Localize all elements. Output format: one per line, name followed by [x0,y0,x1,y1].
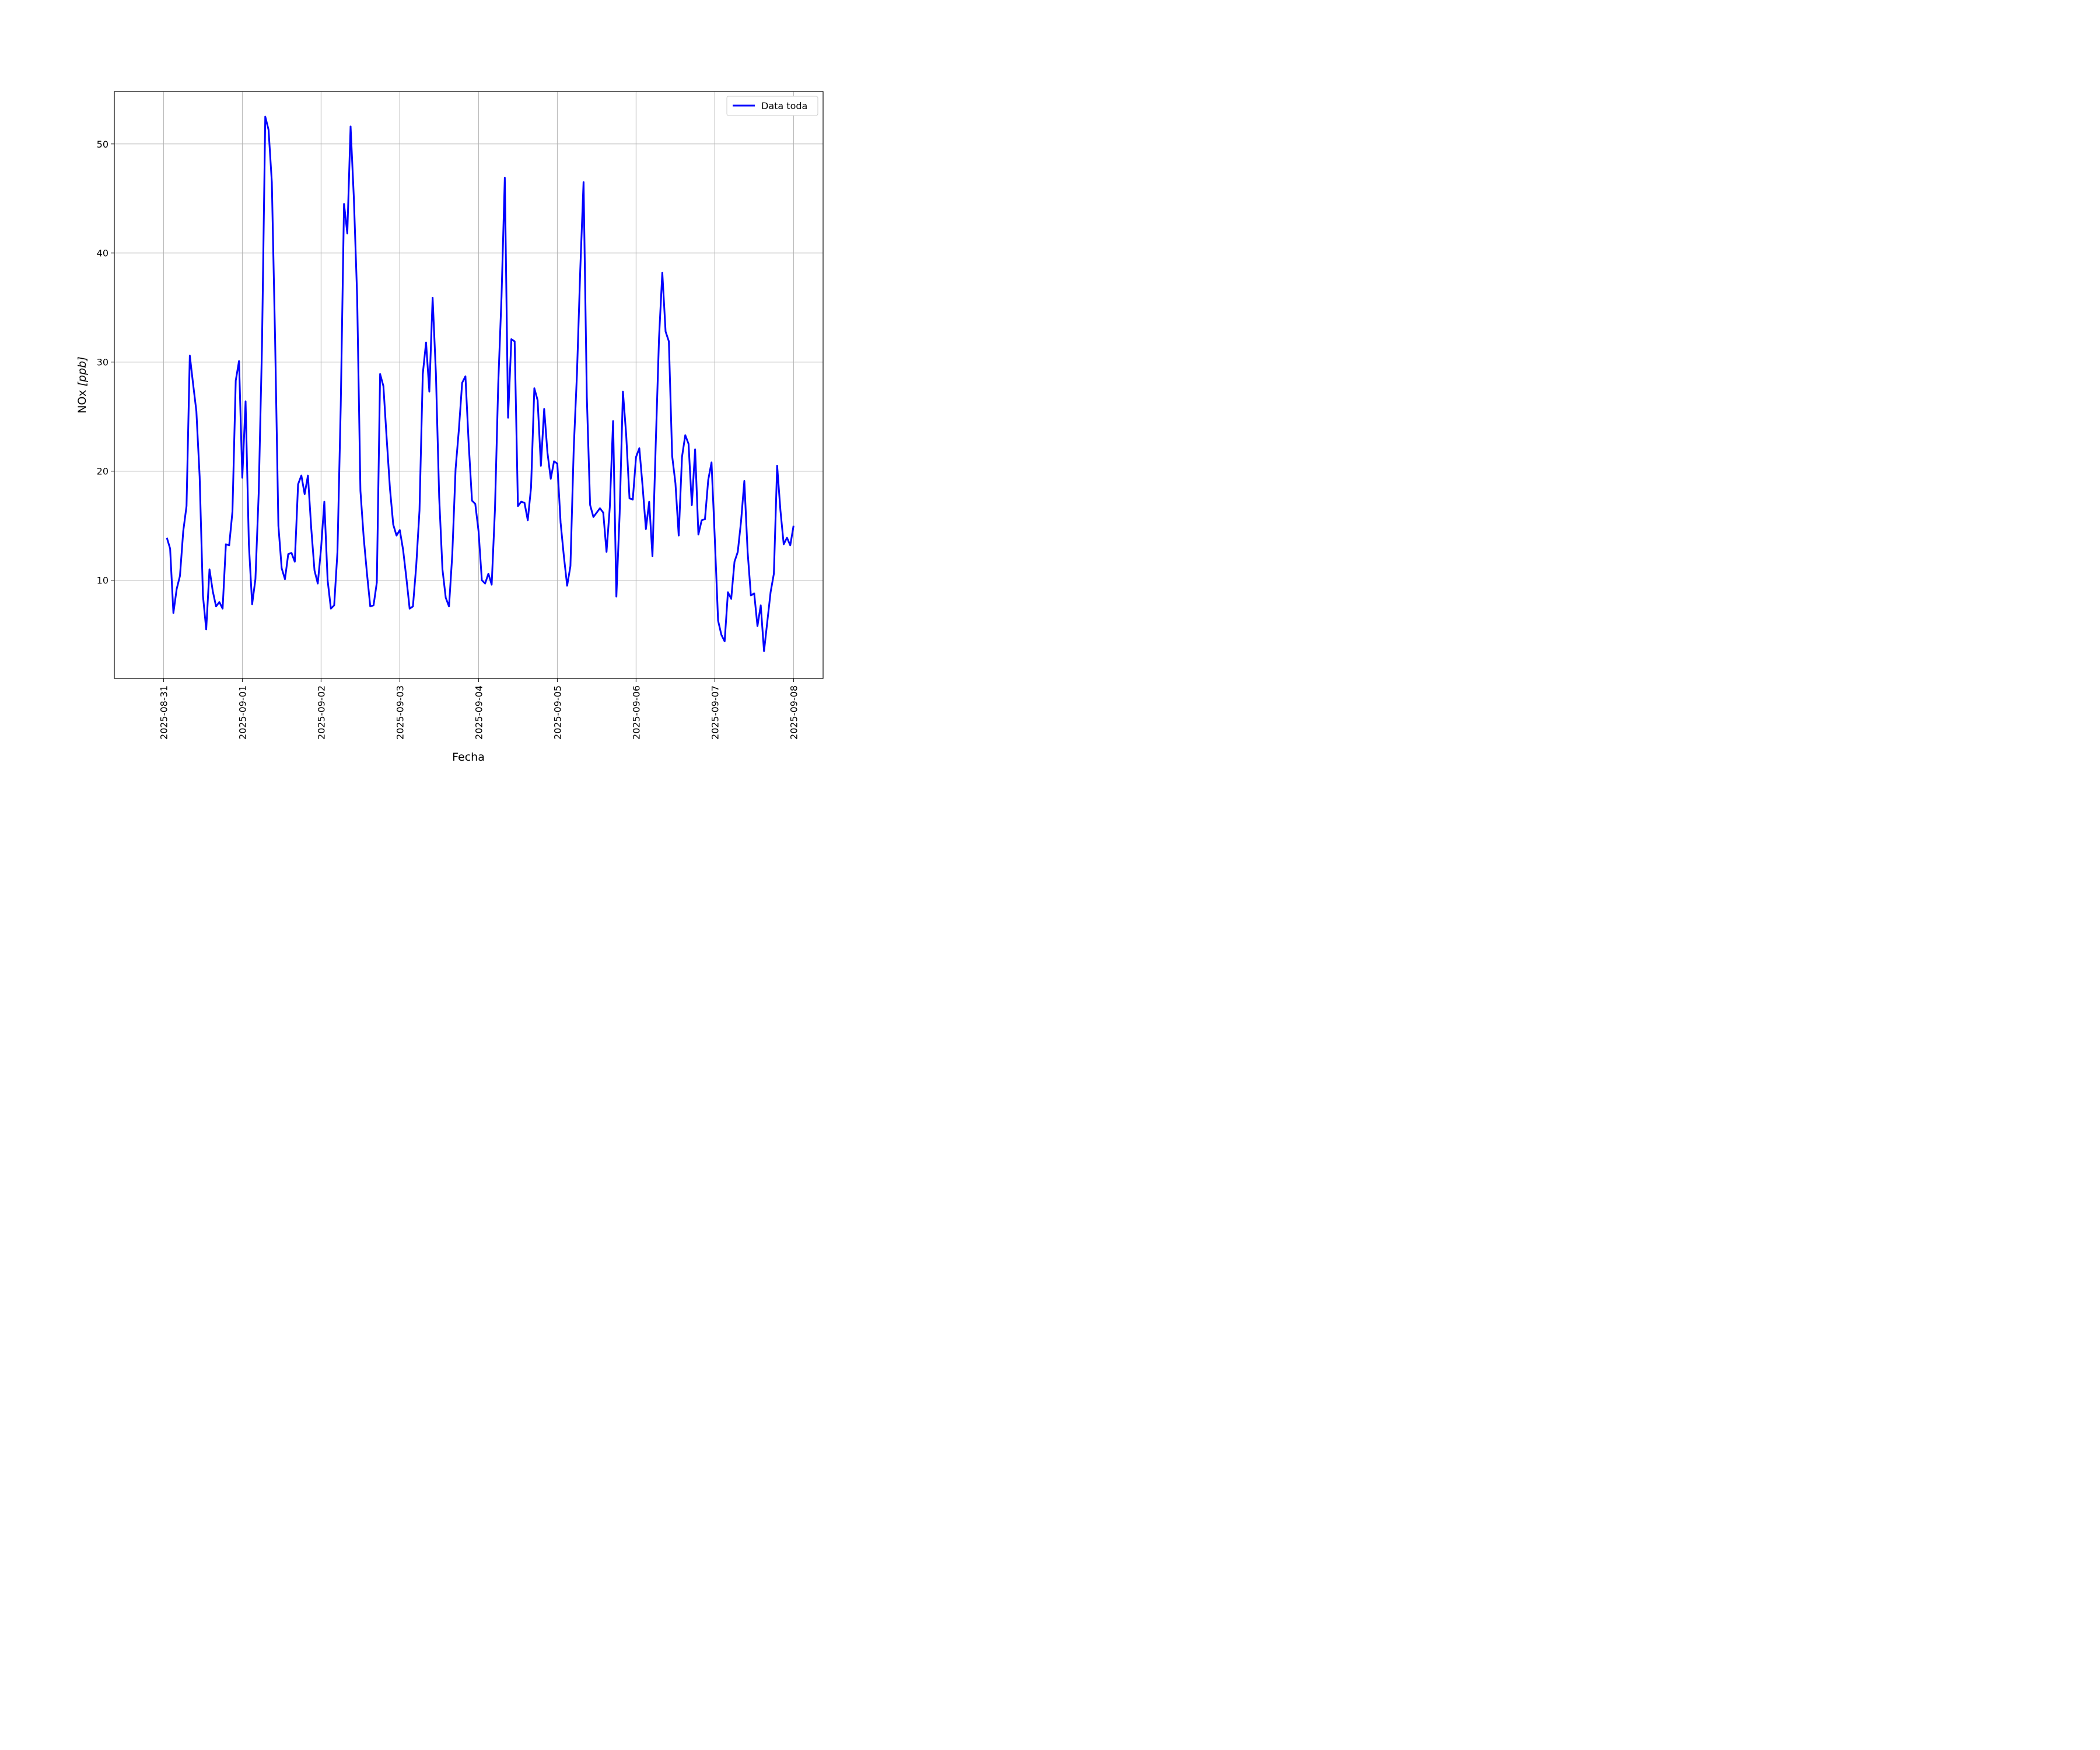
grid-lines [114,92,823,678]
legend-label: Data toda [761,100,807,111]
x-tick-label: 2025-09-06 [631,685,642,740]
x-tick-label: 2025-08-31 [158,685,169,740]
x-tick-label: 2025-09-07 [709,685,720,740]
legend-box [726,96,818,116]
y-axis-label: NOx [ppb] [76,356,89,413]
legend: Data toda [726,96,818,116]
figure-background [0,0,904,764]
series-line-data-toda [166,116,794,652]
x-tick-label: 2025-09-04 [473,685,484,740]
x-tick-label: 2025-09-02 [316,685,327,740]
y-axis-ticks: 10 20 30 40 50 [97,139,114,586]
x-tick-label: 2025-09-01 [237,685,248,740]
y-tick-label: 40 [97,248,108,259]
y-tick-label: 20 [97,466,108,477]
x-axis-ticks: 2025-08-31 2025-09-01 2025-09-02 2025-09-03… [158,678,799,740]
y-tick-label: 10 [97,575,108,586]
y-tick-label: 50 [97,139,108,150]
x-axis-label: Fecha [452,751,485,764]
x-tick-label: 2025-09-08 [788,685,799,740]
nox-line-chart: 2025-08-31 2025-09-01 2025-09-02 2025-09-03… [0,0,904,764]
y-axis-label-unit: [ppb] [76,356,89,386]
x-tick-label: 2025-09-05 [552,685,563,740]
y-tick-label: 30 [97,357,108,368]
y-axis-label-main: NOx [76,386,89,413]
x-tick-label: 2025-09-03 [394,685,405,740]
plot-frame [114,91,824,679]
series-lines [166,116,794,652]
